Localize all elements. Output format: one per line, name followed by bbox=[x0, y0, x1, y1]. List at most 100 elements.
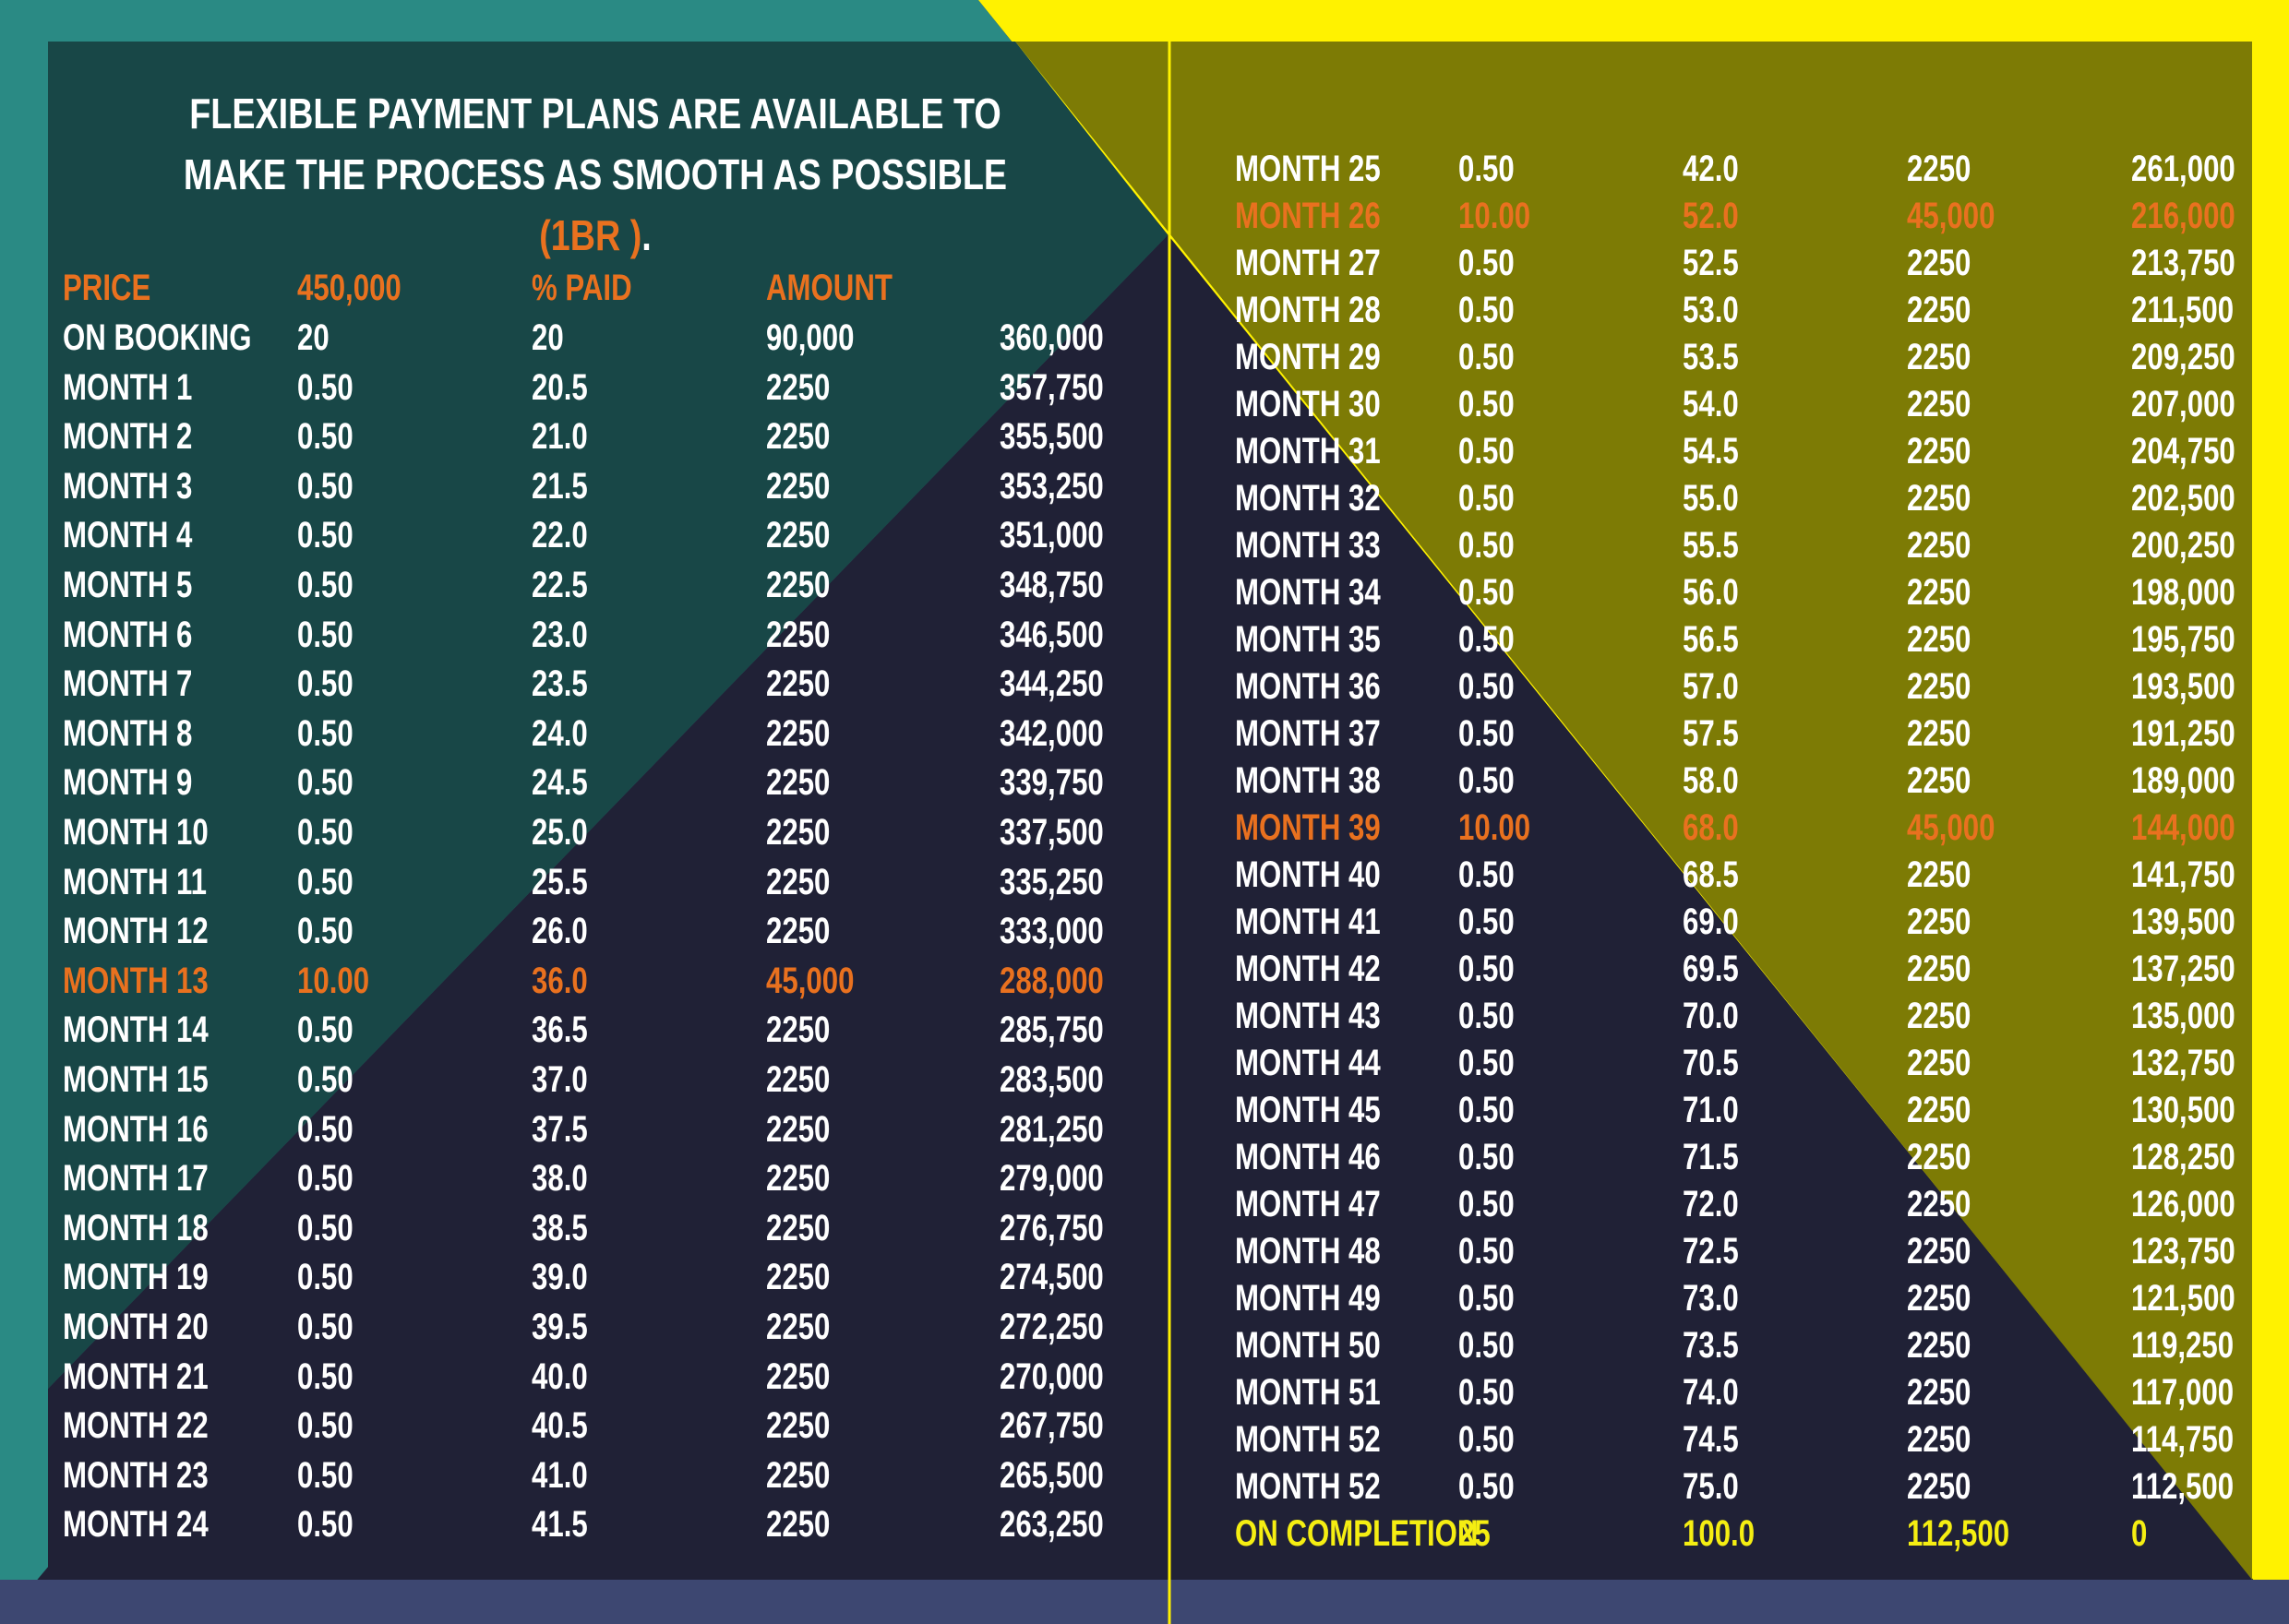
header-price-value: 450,000 bbox=[297, 268, 401, 308]
amount-paid: 2250 bbox=[766, 861, 831, 902]
pct-installment: 0.50 bbox=[297, 762, 354, 804]
row-label: MONTH 5 bbox=[63, 565, 193, 605]
balance-remaining: 272,250 bbox=[1000, 1307, 1104, 1347]
amount-paid: 2250 bbox=[766, 465, 831, 507]
pct-installment: 0.50 bbox=[1458, 1419, 1515, 1460]
pct-installment: 0.50 bbox=[297, 515, 354, 556]
pct-paid-cumulative: 70.0 bbox=[1683, 996, 1739, 1036]
header-pct-paid: % PAID bbox=[532, 268, 632, 308]
balance-remaining: 135,000 bbox=[2131, 996, 2235, 1036]
pct-installment: 0.50 bbox=[1458, 713, 1515, 754]
amount-paid: 2250 bbox=[766, 1405, 831, 1447]
balance-remaining: 141,750 bbox=[2131, 854, 2235, 895]
row-label: MONTH 33 bbox=[1235, 525, 1381, 566]
pct-installment: 0.50 bbox=[297, 565, 354, 605]
amount-paid: 2250 bbox=[766, 1059, 831, 1100]
pct-paid-cumulative: 71.0 bbox=[1683, 1090, 1739, 1130]
row-label: MONTH 11 bbox=[63, 861, 208, 902]
row-label: MONTH 43 bbox=[1235, 996, 1381, 1036]
balance-remaining: 281,250 bbox=[1000, 1108, 1104, 1150]
amount-paid: 2250 bbox=[766, 1108, 831, 1150]
amount-paid: 2250 bbox=[1907, 1184, 1971, 1224]
pct-paid-cumulative: 26.0 bbox=[532, 911, 588, 952]
pct-installment: 0.50 bbox=[297, 1009, 354, 1051]
pct-installment: 0.50 bbox=[1458, 1278, 1515, 1319]
row-label: MONTH 9 bbox=[63, 762, 193, 804]
pct-paid-cumulative: 71.5 bbox=[1683, 1137, 1739, 1177]
row-label: MONTH 26 bbox=[1235, 196, 1381, 236]
row-label: MONTH 52 bbox=[1235, 1419, 1381, 1460]
balance-remaining: 139,500 bbox=[2131, 902, 2235, 942]
balance-remaining: 126,000 bbox=[2131, 1184, 2235, 1224]
amount-paid: 2250 bbox=[1907, 1419, 1971, 1460]
row-label: MONTH 16 bbox=[63, 1108, 209, 1150]
pct-installment: 0.50 bbox=[1458, 243, 1515, 283]
row-label: MONTH 34 bbox=[1235, 572, 1381, 613]
row-label: MONTH 6 bbox=[63, 614, 193, 655]
amount-paid: 2250 bbox=[1907, 525, 1971, 566]
amount-paid: 2250 bbox=[1907, 996, 1971, 1036]
pct-paid-cumulative: 55.5 bbox=[1683, 525, 1739, 566]
pct-paid-cumulative: 68.0 bbox=[1683, 807, 1739, 848]
amount-paid: 2250 bbox=[766, 663, 831, 705]
pct-installment: 0.50 bbox=[1458, 149, 1515, 189]
amount-paid: 2250 bbox=[1907, 713, 1971, 754]
pct-paid-cumulative: 53.5 bbox=[1683, 337, 1739, 377]
balance-remaining: 339,750 bbox=[1000, 762, 1104, 804]
headline-period: . bbox=[641, 211, 652, 259]
amount-paid: 2250 bbox=[1907, 1372, 1971, 1413]
balance-remaining: 288,000 bbox=[1000, 960, 1104, 1001]
pct-paid-cumulative: 38.5 bbox=[532, 1207, 588, 1248]
pct-installment: 10.00 bbox=[1458, 196, 1531, 236]
amount-paid: 2250 bbox=[1907, 619, 1971, 660]
pct-paid-cumulative: 100.0 bbox=[1683, 1513, 1756, 1554]
pct-installment: 25 bbox=[1458, 1513, 1491, 1554]
amount-paid: 2250 bbox=[766, 614, 831, 655]
row-label: MONTH 51 bbox=[1235, 1372, 1381, 1413]
olive-panel-triangle bbox=[1015, 42, 2252, 1580]
amount-paid: 2250 bbox=[766, 416, 831, 458]
pct-installment: 0.50 bbox=[297, 465, 354, 507]
amount-paid: 2250 bbox=[1907, 1090, 1971, 1130]
pct-installment: 0.50 bbox=[1458, 384, 1515, 424]
balance-remaining: 119,250 bbox=[2131, 1325, 2235, 1366]
pct-installment: 20 bbox=[297, 317, 330, 358]
pct-paid-cumulative: 22.5 bbox=[532, 565, 588, 605]
pct-paid-cumulative: 57.5 bbox=[1683, 713, 1739, 754]
row-label: MONTH 12 bbox=[63, 911, 209, 952]
balance-remaining: 216,000 bbox=[2131, 196, 2235, 236]
pct-paid-cumulative: 69.0 bbox=[1683, 902, 1739, 942]
amount-paid: 2250 bbox=[1907, 1137, 1971, 1177]
balance-remaining: 114,750 bbox=[2131, 1419, 2235, 1460]
pct-installment: 10.00 bbox=[297, 960, 370, 1001]
row-label: MONTH 35 bbox=[1235, 619, 1381, 660]
balance-remaining: 267,750 bbox=[1000, 1405, 1104, 1447]
amount-paid: 2250 bbox=[1907, 337, 1971, 377]
balance-remaining: 195,750 bbox=[2131, 619, 2235, 660]
row-label: ON BOOKING bbox=[63, 317, 252, 358]
row-label: MONTH 22 bbox=[63, 1405, 209, 1447]
pct-installment: 0.50 bbox=[1458, 854, 1515, 895]
pct-installment: 0.50 bbox=[1458, 572, 1515, 613]
pct-installment: 0.50 bbox=[297, 1059, 354, 1100]
row-label: MONTH 32 bbox=[1235, 478, 1381, 519]
pct-paid-cumulative: 72.0 bbox=[1683, 1184, 1739, 1224]
amount-paid: 2250 bbox=[1907, 478, 1971, 519]
pct-installment: 0.50 bbox=[1458, 431, 1515, 472]
amount-paid: 2250 bbox=[766, 1454, 831, 1496]
pct-installment: 0.50 bbox=[297, 1108, 354, 1150]
pct-installment: 0.50 bbox=[297, 1257, 354, 1298]
pct-paid-cumulative: 68.5 bbox=[1683, 854, 1739, 895]
balance-remaining: 0 bbox=[2131, 1513, 2148, 1554]
row-label: MONTH 27 bbox=[1235, 243, 1381, 283]
pct-paid-cumulative: 37.5 bbox=[532, 1108, 588, 1150]
pct-installment: 0.50 bbox=[1458, 619, 1515, 660]
row-label: MONTH 21 bbox=[63, 1355, 209, 1397]
balance-remaining: 279,000 bbox=[1000, 1158, 1104, 1200]
pct-installment: 0.50 bbox=[1458, 1325, 1515, 1366]
balance-remaining: 137,250 bbox=[2131, 949, 2235, 989]
amount-paid: 2250 bbox=[1907, 902, 1971, 942]
pct-installment: 0.50 bbox=[1458, 337, 1515, 377]
balance-remaining: 261,000 bbox=[2131, 149, 2235, 189]
